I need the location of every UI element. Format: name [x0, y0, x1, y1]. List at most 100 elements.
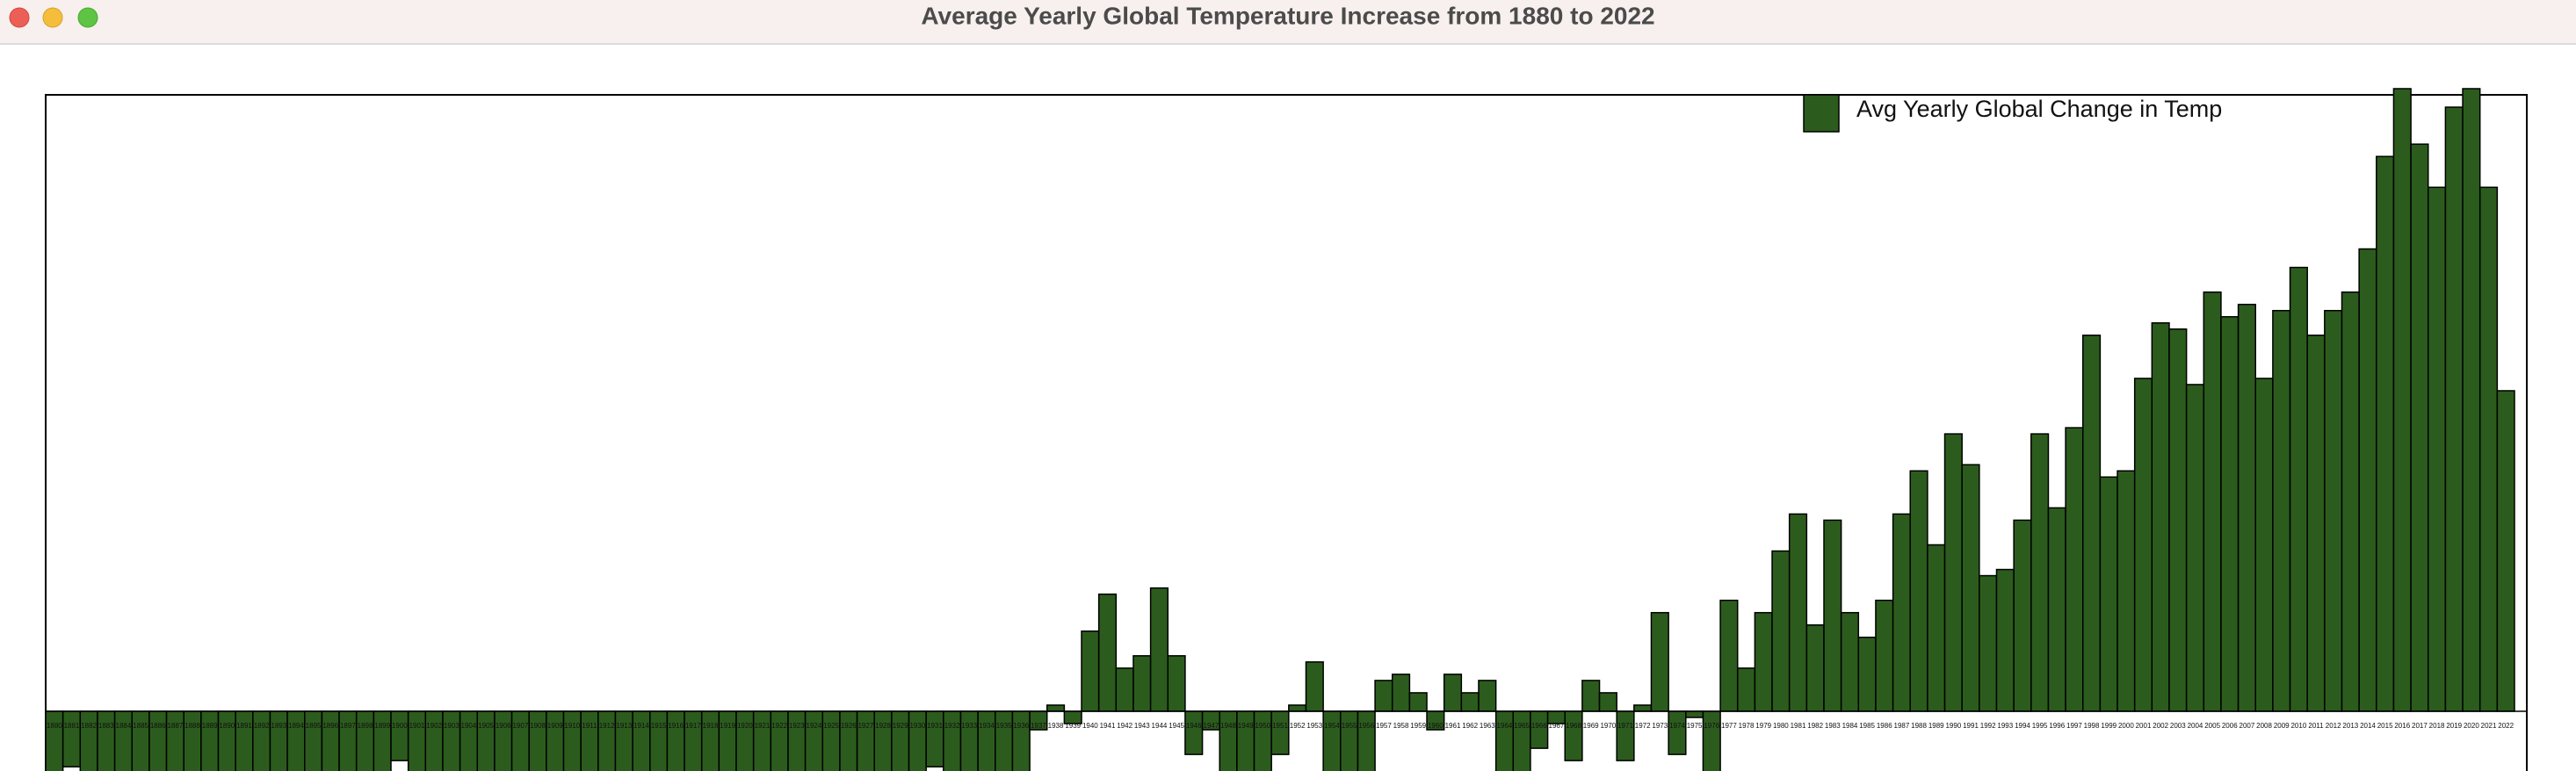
x-tick-label: 1992: [1980, 722, 1996, 730]
x-tick-label: 1943: [1134, 722, 1150, 730]
bar: [1149, 587, 1169, 712]
x-tick-label: 2000: [2118, 722, 2134, 730]
x-tick-label: 1904: [461, 722, 477, 730]
x-tick-label: 2001: [2136, 722, 2152, 730]
x-tick-label: 1998: [2084, 722, 2100, 730]
bar: [1253, 710, 1272, 771]
x-tick-label: 2020: [2464, 722, 2479, 730]
zoom-button[interactable]: [77, 7, 98, 28]
x-tick-label: 1924: [807, 722, 822, 730]
x-tick-label: 1919: [720, 722, 735, 730]
bar: [1961, 464, 1980, 712]
bar: [1184, 710, 1204, 755]
x-tick-label: 2019: [2446, 722, 2462, 730]
bar: [977, 710, 996, 771]
bar: [304, 710, 323, 771]
bar: [1046, 704, 1066, 712]
x-tick-label: 2014: [2360, 722, 2376, 730]
bar: [770, 710, 789, 771]
x-tick-label: 1905: [478, 722, 494, 730]
x-tick-label: 1903: [444, 722, 459, 730]
x-tick-label: 1964: [1497, 722, 1513, 730]
bar: [2047, 507, 2066, 712]
x-tick-label: 1996: [2049, 722, 2065, 730]
minimize-button[interactable]: [42, 7, 63, 28]
bar: [1408, 692, 1428, 712]
bar: [62, 710, 82, 767]
x-tick-label: 1972: [1635, 722, 1651, 730]
bar: [510, 710, 530, 771]
bar: [1927, 544, 1946, 712]
bar: [373, 710, 392, 771]
bar: [1236, 710, 1255, 771]
x-tick-label: 1981: [1791, 722, 1806, 730]
x-tick-label: 1907: [512, 722, 528, 730]
bar: [908, 710, 927, 771]
bar: [442, 710, 461, 771]
bar: [839, 710, 858, 771]
x-tick-label: 1962: [1462, 722, 1478, 730]
x-tick-label: 1986: [1877, 722, 1892, 730]
bar: [821, 710, 841, 771]
bar: [1288, 704, 1307, 712]
bar: [649, 710, 669, 771]
x-tick-label: 1979: [1755, 722, 1771, 730]
x-tick-label: 1900: [392, 722, 408, 730]
bar: [1494, 710, 1515, 771]
x-tick-label: 1936: [1013, 722, 1029, 730]
x-tick-label: 1995: [2032, 722, 2048, 730]
bar: [735, 710, 755, 771]
x-tick-label: 1982: [1807, 722, 1823, 730]
bar: [148, 710, 168, 771]
x-tick-label: 1968: [1566, 722, 1581, 730]
bar: [1840, 611, 1860, 712]
x-tick-label: 1921: [755, 722, 771, 730]
x-tick-label: 2004: [2188, 722, 2203, 730]
bar: [252, 710, 271, 771]
x-tick-label: 1925: [823, 722, 839, 730]
x-tick-label: 1973: [1652, 722, 1668, 730]
x-tick-label: 1932: [944, 722, 960, 730]
x-tick-label: 1945: [1169, 722, 1184, 730]
x-tick-label: 1916: [668, 722, 684, 730]
bar: [1305, 661, 1324, 712]
x-tick-label: 1963: [1480, 722, 1495, 730]
bar: [1668, 710, 1687, 755]
x-tick-label: 1927: [857, 722, 873, 730]
x-tick-label: 2015: [2377, 722, 2393, 730]
bar: [1754, 611, 1773, 712]
x-tick-label: 2022: [2498, 722, 2514, 730]
x-tick-label: 2003: [2170, 722, 2186, 730]
x-tick-label: 1960: [1428, 722, 1444, 730]
bar: [1892, 513, 1911, 712]
bar: [1322, 710, 1342, 771]
bar: [2427, 186, 2447, 712]
bar: [338, 710, 358, 771]
bar: [1823, 519, 1842, 712]
bar: [1805, 623, 1825, 712]
x-tick-label: 1953: [1306, 722, 1322, 730]
x-tick-label: 2006: [2222, 722, 2238, 730]
x-tick-label: 1951: [1272, 722, 1288, 730]
x-tick-label: 1930: [909, 722, 925, 730]
x-tick-label: 1884: [116, 722, 132, 730]
x-tick-label: 1913: [616, 722, 632, 730]
x-tick-label: 1974: [1669, 722, 1685, 730]
bar: [804, 710, 824, 771]
bar: [614, 710, 633, 771]
bar: [494, 710, 513, 771]
x-tick-label: 1918: [703, 722, 719, 730]
x-tick-label: 1966: [1531, 722, 1547, 730]
x-tick-label: 2011: [2308, 722, 2324, 730]
bar: [1340, 710, 1359, 771]
x-tick-label: 1976: [1704, 722, 1719, 730]
x-tick-label: 1911: [582, 722, 597, 730]
x-tick-label: 1881: [64, 722, 80, 730]
x-tick-label: 1970: [1600, 722, 1616, 730]
bar: [79, 710, 98, 771]
x-tick-label: 1922: [771, 722, 787, 730]
bar: [1443, 674, 1463, 712]
close-button[interactable]: [9, 7, 30, 28]
bar: [1616, 710, 1635, 761]
bar: [1685, 710, 1704, 718]
